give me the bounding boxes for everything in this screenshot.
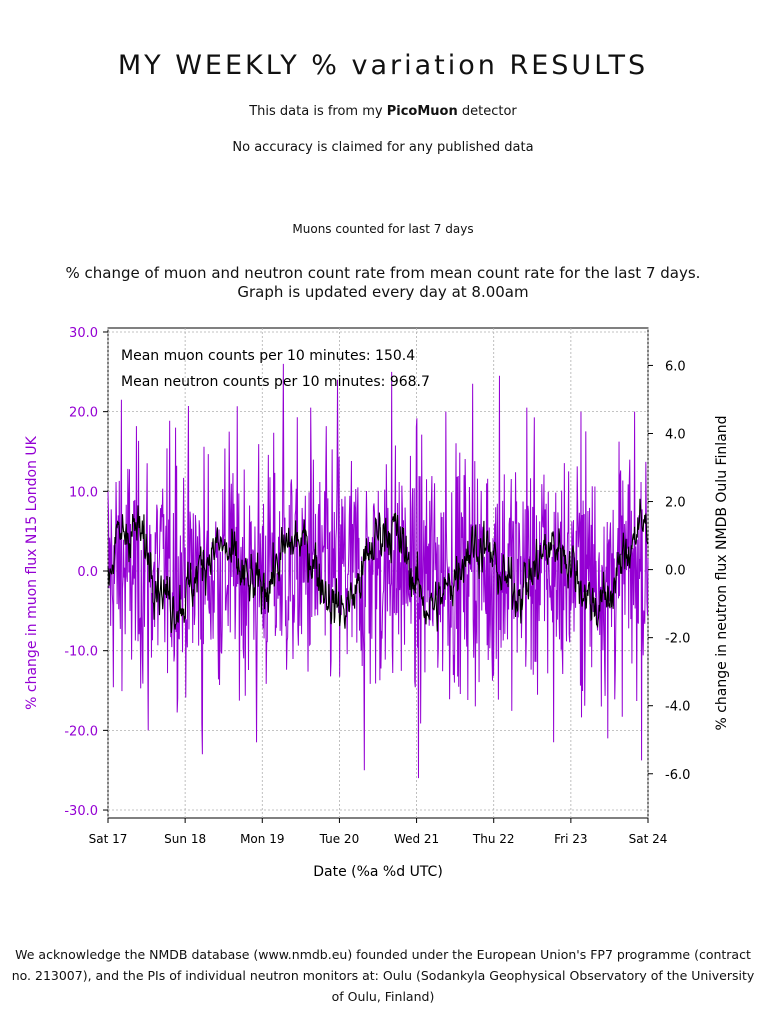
section-label: Muons counted for last 7 days <box>292 222 474 236</box>
y-right-tick-label: -4.0 <box>665 700 690 715</box>
mean-muon-annotation: Mean muon counts per 10 minutes: 150.4 <box>121 348 415 364</box>
percent-change-chart: Sat 17 Sun 18 Mon 19 Tue 20 Wed 21 Thu 22 Fri … <box>24 326 730 880</box>
source-suffix: detector <box>457 104 517 119</box>
x-axis-label: Date (%a %d UTC) <box>313 864 443 880</box>
axis-ticks: Sat 17 Sun 18 Mon 19 Tue 20 Wed 21 Thu 22 Fri … <box>64 326 690 846</box>
y-left-tick-label: 0.0 <box>77 565 98 580</box>
acknowledgement-footer: We acknowledge the NMDB database (www.nm… <box>11 947 755 1004</box>
x-tick-label: Tue 20 <box>319 832 360 846</box>
x-tick-label: Sat 17 <box>89 832 128 846</box>
y-right-tick-label: 4.0 <box>665 427 686 442</box>
y-left-tick-label: 20.0 <box>69 406 98 421</box>
neutron-line <box>107 498 649 634</box>
accuracy-disclaimer: No accuracy is claimed for any published… <box>232 140 534 155</box>
y-right-tick-label: -2.0 <box>665 632 690 647</box>
x-tick-label: Mon 19 <box>240 832 284 846</box>
chart-title-line-2: Graph is updated every day at 8.00am <box>237 283 529 301</box>
y-left-tick-label: -20.0 <box>64 724 98 739</box>
chart-title: % change of muon and neutron count rate … <box>0 264 766 302</box>
detector-name: PicoMuon <box>386 104 458 119</box>
y-axis-right-label: % change in neutron flux NMDB Oulu Finla… <box>714 415 730 730</box>
y-right-tick-label: 0.0 <box>665 564 686 579</box>
x-tick-label: Fri 23 <box>554 832 587 846</box>
chart-title-line-1: % change of muon and neutron count rate … <box>65 264 701 282</box>
neutron-series <box>107 498 649 634</box>
source-prefix: This data is from my <box>249 104 387 119</box>
y-right-tick-label: -6.0 <box>665 768 690 783</box>
y-right-tick-label: 6.0 <box>665 359 686 374</box>
y-left-tick-label: 30.0 <box>69 326 98 341</box>
grid-lines <box>107 328 649 818</box>
x-tick-label: Sat 24 <box>629 832 668 846</box>
y-left-tick-label: -30.0 <box>64 804 98 819</box>
y-axis-left-label: % change in muon flux N15 London UK <box>24 435 40 710</box>
page-title: MY WEEKLY % variation RESULTS <box>117 50 649 81</box>
x-tick-label: Wed 21 <box>394 832 439 846</box>
y-left-tick-label: 10.0 <box>69 485 98 500</box>
muon-series <box>107 363 649 779</box>
data-source-note: This data is from my PicoMuon detector <box>0 104 766 119</box>
y-right-tick-label: 2.0 <box>665 496 686 511</box>
x-tick-label: Thu 22 <box>472 832 515 846</box>
y-left-tick-label: -10.0 <box>64 645 98 660</box>
muon-line <box>107 363 649 779</box>
x-tick-label: Sun 18 <box>164 832 206 846</box>
mean-neutron-annotation: Mean neutron counts per 10 minutes: 968.… <box>121 374 430 390</box>
